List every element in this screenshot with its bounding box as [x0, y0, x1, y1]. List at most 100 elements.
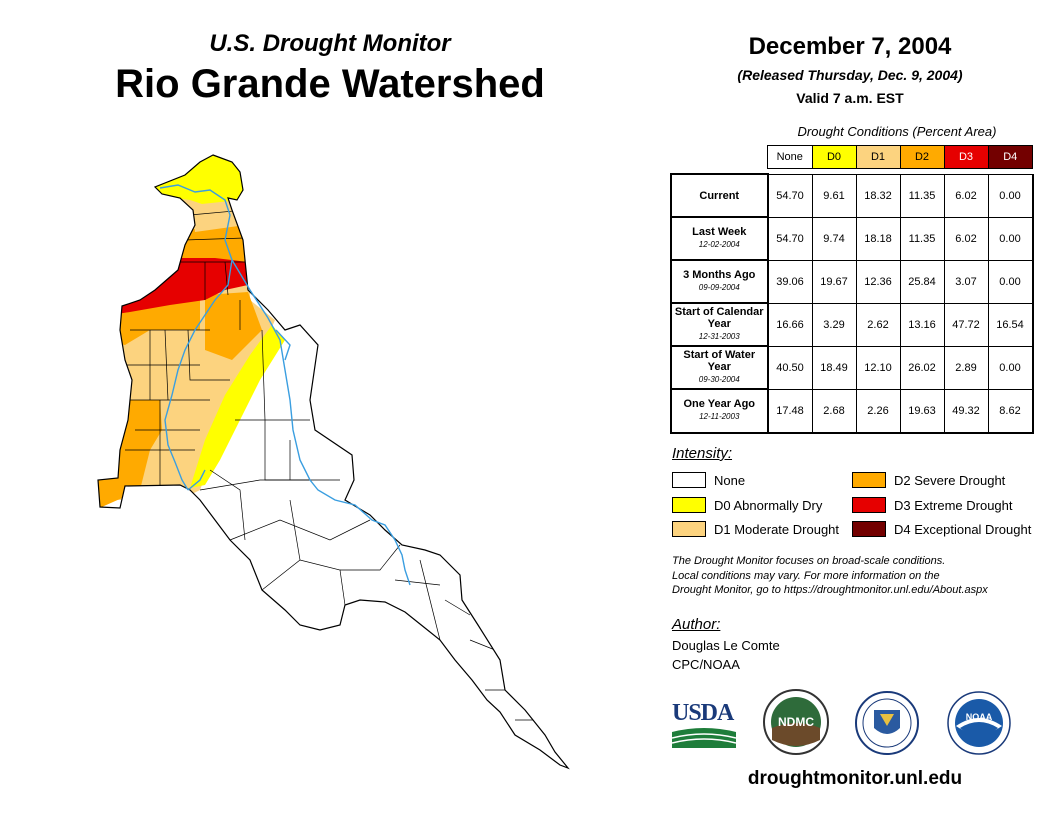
- legend-swatch: [852, 497, 886, 513]
- rio-grande-river: [159, 184, 411, 586]
- county-lines: [125, 209, 540, 721]
- table-cell: 9.61: [811, 173, 857, 218]
- table-cell: 3.07: [943, 259, 989, 304]
- map-subtitle: U.S. Drought Monitor: [209, 30, 451, 57]
- table-cell: 54.70: [767, 216, 813, 261]
- table-cell: 26.02: [899, 345, 945, 390]
- table-caption: Drought Conditions (Percent Area): [797, 124, 997, 139]
- table-cell: 0.00: [987, 173, 1034, 218]
- table-cell: 16.54: [987, 302, 1034, 347]
- legend-label: D2 Severe Drought: [894, 472, 1006, 488]
- column-header-d3: D3: [943, 145, 989, 169]
- legend-item-d4: D4 Exceptional Drought: [852, 521, 1031, 537]
- legend-item-d1: D1 Moderate Drought: [672, 521, 839, 537]
- svg-text:NDMC: NDMC: [778, 715, 814, 729]
- table-cell: 0.00: [987, 259, 1034, 304]
- table-cell: 54.70: [767, 173, 813, 218]
- legend-label: D3 Extreme Drought: [894, 497, 1013, 513]
- table-row: Start of Calendar Year 12-31-2003 16.66 3…: [670, 302, 1034, 347]
- legend-item-d3: D3 Extreme Drought: [852, 497, 1013, 513]
- table-cell: 6.02: [943, 216, 989, 261]
- table-cell: 0.00: [987, 345, 1034, 390]
- table-row: Current 54.70 9.61 18.32 11.35 6.02 0.00: [670, 173, 1034, 218]
- release-date: (Released Thursday, Dec. 9, 2004): [737, 67, 963, 83]
- table-cell: 2.89: [943, 345, 989, 390]
- table-cell: 25.84: [899, 259, 945, 304]
- legend-item-d0: D0 Abnormally Dry: [672, 497, 822, 513]
- row-label: Last Week 12-02-2004: [670, 216, 769, 261]
- table-cell: 19.67: [811, 259, 857, 304]
- legend-item-none: None: [672, 472, 745, 488]
- author-name: Douglas Le Comte: [672, 638, 780, 653]
- table-cell: 9.74: [811, 216, 857, 261]
- drought-conditions-table: None D0 D1 D2 D3 D4 Current 54.70 9.61 1…: [670, 145, 1034, 434]
- table-cell: 19.63: [899, 388, 945, 434]
- table-row: Start of Water Year 09-30-2004 40.50 18.4…: [670, 345, 1034, 390]
- table-cell: 8.62: [987, 388, 1034, 434]
- table-cell: 3.29: [811, 302, 857, 347]
- table-cell: 16.66: [767, 302, 813, 347]
- table-cell: 11.35: [899, 173, 945, 218]
- svg-text:NOAA: NOAA: [966, 712, 993, 722]
- legend-label: D0 Abnormally Dry: [714, 497, 823, 513]
- table-cell: 11.35: [899, 216, 945, 261]
- table-cell: 2.62: [855, 302, 901, 347]
- valid-time: Valid 7 a.m. EST: [796, 90, 904, 106]
- legend-label: None: [714, 472, 746, 488]
- column-header-none: None: [767, 145, 813, 169]
- row-label: Start of Water Year 09-30-2004: [670, 345, 769, 390]
- usda-logo-mark: [672, 726, 736, 748]
- watershed-map: [97, 154, 570, 770]
- legend-swatch: [672, 497, 706, 513]
- disclaimer-note: The Drought Monitor focuses on broad-sca…: [672, 555, 988, 596]
- table-cell: 47.72: [943, 302, 989, 347]
- table-cell: 2.68: [811, 388, 857, 434]
- usda-logo: USDA: [672, 700, 734, 726]
- legend-swatch: [672, 472, 706, 488]
- legend-swatch: [852, 472, 886, 488]
- report-date: December 7, 2004: [748, 33, 952, 60]
- legend-label: D1 Moderate Drought: [714, 521, 840, 537]
- map-title: Rio Grande Watershed: [115, 62, 545, 106]
- table-cell: 18.18: [855, 216, 901, 261]
- table-cell: 12.36: [855, 259, 901, 304]
- table-cell: 2.26: [855, 388, 901, 434]
- row-label: Current: [670, 173, 769, 218]
- column-header-d0: D0: [811, 145, 857, 169]
- row-label: Start of Calendar Year 12-31-2003: [670, 302, 769, 347]
- table-cell: 17.48: [767, 388, 813, 434]
- ndmc-logo: NDMC: [763, 689, 829, 755]
- column-header-d1: D1: [855, 145, 901, 169]
- website-link[interactable]: droughtmonitor.unl.edu: [747, 768, 963, 789]
- table-row: 3 Months Ago 09-09-2004 39.06 19.67 12.36…: [670, 259, 1034, 304]
- table-cell: 18.49: [811, 345, 857, 390]
- author-org: CPC/NOAA: [672, 657, 740, 672]
- table-header-row: None D0 D1 D2 D3 D4: [671, 145, 1033, 169]
- table-cell: 39.06: [767, 259, 813, 304]
- author-heading: Author:: [672, 616, 721, 633]
- table-cell: 0.00: [987, 216, 1034, 261]
- column-header-d4: D4: [987, 145, 1033, 169]
- d2-north: [180, 225, 250, 262]
- table-cell: 49.32: [943, 388, 989, 434]
- row-label: One Year Ago 12-11-2003: [670, 388, 769, 434]
- table-cell: 12.10: [855, 345, 901, 390]
- table-cell: 13.16: [899, 302, 945, 347]
- legend-swatch: [852, 521, 886, 537]
- legend-swatch: [672, 521, 706, 537]
- d2-central: [205, 292, 262, 360]
- commerce-seal-icon: [855, 691, 919, 755]
- column-header-d2: D2: [899, 145, 945, 169]
- table-cell: 6.02: [943, 173, 989, 218]
- table-cell: 40.50: [767, 345, 813, 390]
- table-row: Last Week 12-02-2004 54.70 9.74 18.18 11.…: [670, 216, 1034, 261]
- legend-item-d2: D2 Severe Drought: [852, 472, 1005, 488]
- legend-label: D4 Exceptional Drought: [894, 521, 1032, 537]
- d0-band: [190, 325, 285, 488]
- legend-title: Intensity:: [672, 445, 733, 462]
- d3-band: [110, 258, 248, 315]
- row-label: 3 Months Ago 09-09-2004: [670, 259, 769, 304]
- table-row: One Year Ago 12-11-2003 17.48 2.68 2.26 1…: [670, 388, 1034, 434]
- noaa-logo: NOAA: [947, 691, 1011, 755]
- table-cell: 18.32: [855, 173, 901, 218]
